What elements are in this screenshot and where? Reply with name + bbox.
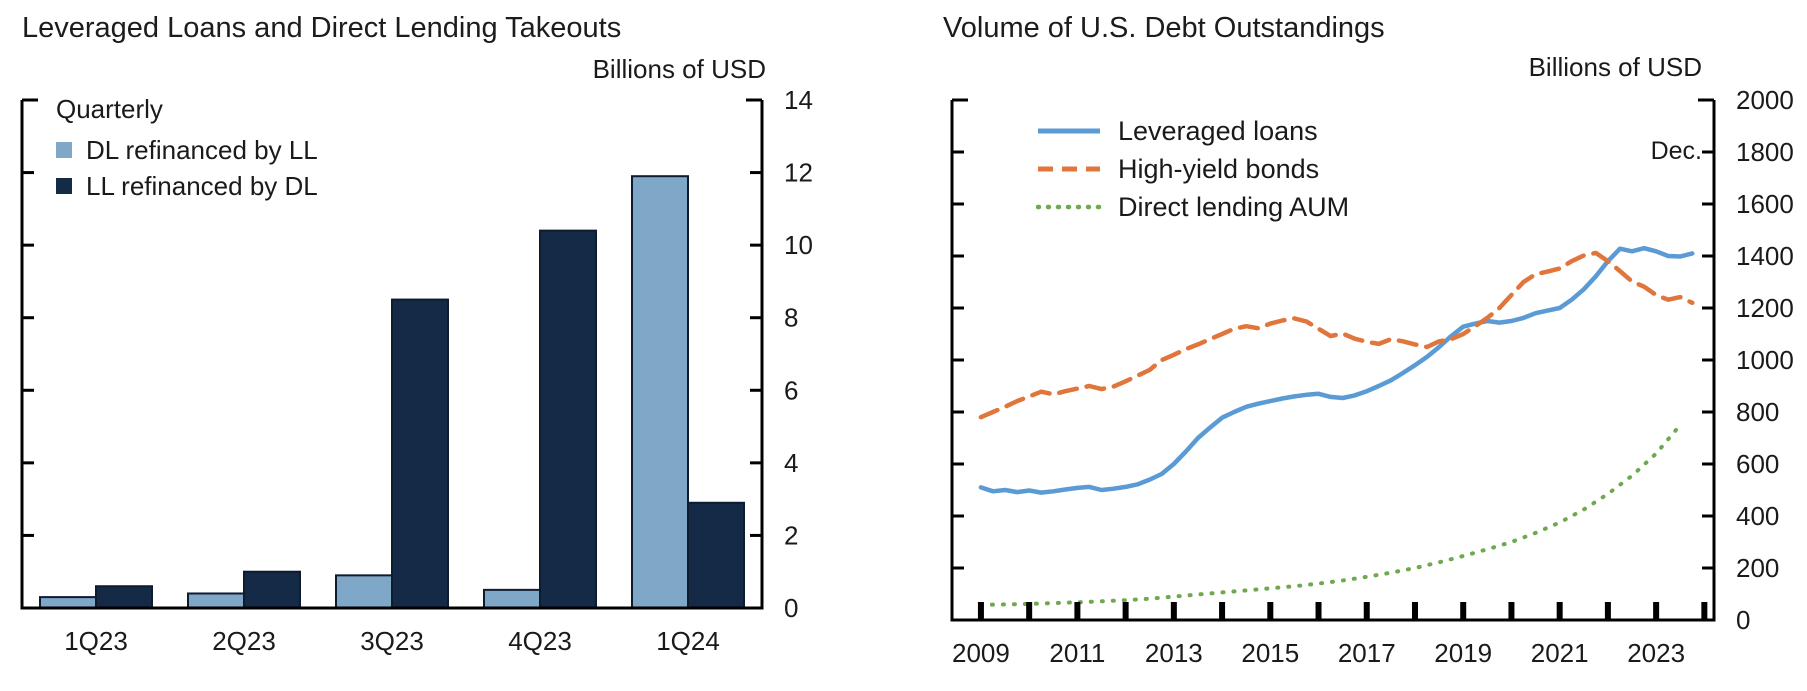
legend-item-direct-lending-aum: Direct lending AUM	[1036, 188, 1349, 226]
bar-dl-refinanced	[187, 592, 245, 610]
left-chart-title: Leveraged Loans and Direct Lending Takeo…	[22, 12, 622, 44]
x-tick	[1267, 602, 1274, 620]
x-tick	[1411, 602, 1418, 620]
y-axis-label: 800	[1736, 397, 1779, 427]
series-path-dotted	[978, 423, 1683, 607]
bar-dl-refinanced	[483, 588, 541, 609]
bar-dl-refinanced	[631, 175, 689, 609]
x-tick	[1653, 602, 1660, 620]
y-axis-label: 6	[784, 375, 798, 405]
x-tick	[1170, 602, 1177, 620]
x-category-label: 3Q23	[360, 626, 424, 656]
x-tick	[1363, 602, 1370, 620]
dark-navy-swatch	[56, 178, 72, 194]
x-year-label: 2019	[1434, 638, 1492, 668]
series-path-solid	[978, 245, 1695, 495]
bar-chart-frame	[20, 98, 764, 610]
y-axis-label: 8	[784, 303, 798, 333]
y-axis-label: 14	[784, 85, 813, 115]
bar-ll-refinanced	[95, 585, 153, 610]
x-year-label: 2009	[952, 638, 1010, 668]
legend-label-dl-refinanced: DL refinanced by LL	[86, 134, 318, 165]
legend-label-ll-refinanced: LL refinanced by DL	[86, 170, 318, 201]
legend-label-direct-lending-aum: Direct lending AUM	[1118, 191, 1350, 222]
x-year-label: 2023	[1627, 638, 1685, 668]
left-chart-legend: Quarterly DL refinanced by LL LL refinan…	[56, 92, 318, 204]
y-axis-label: 0	[1736, 605, 1750, 635]
y-axis-label: 1400	[1736, 241, 1794, 271]
x-category-label: 1Q24	[656, 626, 720, 656]
y-axis-label: 12	[784, 158, 813, 188]
legend-label-leveraged-loans: Leveraged loans	[1118, 115, 1318, 146]
x-tick	[1460, 602, 1467, 620]
x-tick	[1026, 602, 1033, 620]
x-tick	[1074, 602, 1081, 620]
x-tick	[1315, 602, 1322, 620]
legend-item-ll-refinanced: LL refinanced by DL	[56, 168, 318, 204]
y-axis-label: 1800	[1736, 137, 1794, 167]
bar-ll-refinanced	[243, 570, 301, 610]
left-chart-units-label: Billions of USD	[592, 54, 766, 84]
right-chart-units-label: Billions of USD	[1528, 52, 1702, 82]
y-axis-label: 600	[1736, 449, 1779, 479]
dashed-line-sample-icon	[1038, 166, 1100, 172]
y-axis-label: 2000	[1736, 85, 1794, 115]
y-axis-label: 10	[784, 230, 813, 260]
y-axis-label: 2	[784, 520, 798, 550]
x-category-label: 1Q23	[64, 626, 128, 656]
legend-item-dl-refinanced: DL refinanced by LL	[56, 132, 318, 168]
legend-label-high-yield-bonds: High-yield bonds	[1118, 153, 1320, 184]
x-year-label: 2013	[1145, 638, 1203, 668]
series-path-dashed	[978, 250, 1695, 420]
y-axis-label: 400	[1736, 501, 1779, 531]
legend-item-high-yield-bonds: High-yield bonds	[1036, 150, 1349, 188]
x-category-label: 2Q23	[212, 626, 276, 656]
x-tick	[1556, 602, 1563, 620]
bar-ll-refinanced	[391, 298, 449, 609]
x-year-label: 2017	[1338, 638, 1396, 668]
right-chart-title: Volume of U.S. Debt Outstandings	[943, 12, 1385, 44]
right-chart-legend: Leveraged loans High-yield bonds Direct …	[1036, 112, 1349, 226]
bar-dl-refinanced	[39, 596, 97, 609]
x-tick	[1122, 602, 1129, 620]
bar-ll-refinanced	[539, 229, 597, 609]
legend-frequency-label: Quarterly	[56, 94, 163, 124]
x-tick	[1508, 602, 1515, 620]
dotted-line-sample-icon	[1036, 204, 1102, 210]
solid-line-sample-icon	[1038, 128, 1100, 134]
bar-ll-refinanced	[687, 501, 745, 609]
x-tick	[1701, 602, 1708, 620]
x-year-label: 2011	[1049, 638, 1105, 668]
x-tick	[977, 602, 984, 620]
x-year-label: 2021	[1531, 638, 1589, 668]
x-category-label: 4Q23	[508, 626, 572, 656]
x-tick	[1604, 602, 1611, 620]
dec-annotation: Dec.	[1650, 137, 1702, 165]
y-axis-label: 1600	[1736, 189, 1794, 219]
y-axis-label: 1000	[1736, 345, 1794, 375]
legend-item-leveraged-loans: Leveraged loans	[1036, 112, 1349, 150]
y-axis-label: 4	[784, 448, 798, 478]
y-axis-label: 1200	[1736, 293, 1794, 323]
light-blue-swatch	[56, 142, 72, 158]
bar-dl-refinanced	[335, 574, 393, 609]
y-axis-label: 200	[1736, 553, 1779, 583]
y-axis-label: 0	[784, 593, 798, 623]
x-tick	[1219, 602, 1226, 620]
x-year-label: 2015	[1241, 638, 1299, 668]
